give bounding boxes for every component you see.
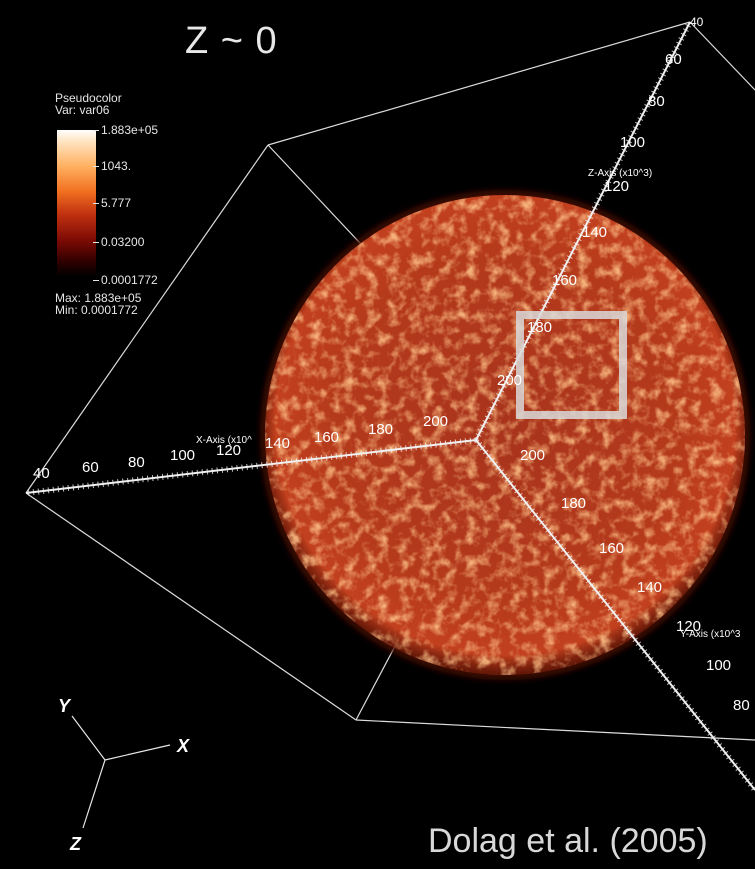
triad-x-label: X	[176, 736, 190, 756]
x-tick-label: 40	[33, 465, 50, 482]
credit-caption: Dolag et al. (2005)	[428, 822, 708, 860]
legend-heading: Pseudocolor	[55, 91, 122, 105]
z-tick-label: 160	[552, 272, 577, 289]
legend-tick: 0.03200	[93, 236, 144, 248]
x-tick-label: 80	[128, 454, 145, 471]
y-axis	[473, 438, 755, 792]
x-tick-label: 100	[170, 447, 195, 464]
legend-tick: 1043.	[93, 160, 131, 172]
legend-tick: 5.777	[93, 197, 131, 209]
y-tick-label: 80	[733, 697, 750, 714]
x-tick-label: 140	[265, 435, 290, 452]
redshift-title: Z ~ 0	[185, 20, 278, 62]
z-tick-label: 80	[648, 93, 665, 110]
legend-tick: 1.883e+05	[93, 124, 158, 136]
y-tick-label: 180	[561, 495, 586, 512]
orientation-triad	[71, 715, 171, 829]
y-tick-label: 140	[637, 579, 662, 596]
z-axis-title: Z-Axis (x10^3)	[588, 168, 652, 179]
z-tick-label: 120	[604, 178, 629, 195]
highlight-box	[516, 311, 627, 419]
z-tick-label: 180	[527, 319, 552, 336]
x-axis-title: X-Axis (x10^	[196, 435, 252, 446]
legend-max: Max: 1.883e+05	[55, 291, 142, 305]
triad-y-label: Y	[58, 696, 72, 716]
y-tick-label: 120	[676, 618, 701, 635]
colorbar	[57, 130, 96, 276]
x-axis	[25, 437, 477, 496]
z-tick-label: 200	[497, 372, 522, 389]
z-tick-label: 40	[690, 15, 704, 29]
x-tick-label: 160	[314, 429, 339, 446]
x-tick-label: 200	[423, 413, 448, 430]
legend-tick: 0.0001772	[93, 274, 158, 286]
x-tick-label: 60	[82, 459, 99, 476]
legend-variable: Var: var06	[55, 103, 110, 117]
color-legend: Pseudocolor Var: var06 1.883e+05 1043. 5…	[55, 91, 158, 316]
x-tick-label: 120	[216, 442, 241, 459]
y-tick-label: 160	[599, 540, 624, 557]
legend-min: Min: 0.0001772	[55, 303, 138, 317]
x-tick-label: 180	[368, 421, 393, 438]
z-tick-label: 60	[665, 51, 682, 68]
z-tick-label: 140	[582, 224, 607, 241]
z-axis	[473, 20, 693, 442]
z-tick-label: 100	[620, 134, 645, 151]
y-tick-label: 200	[520, 447, 545, 464]
triad-z-label: Z	[69, 834, 82, 854]
y-axis-title: Y-Axis (x10^3	[680, 629, 741, 640]
y-tick-label: 100	[706, 657, 731, 674]
